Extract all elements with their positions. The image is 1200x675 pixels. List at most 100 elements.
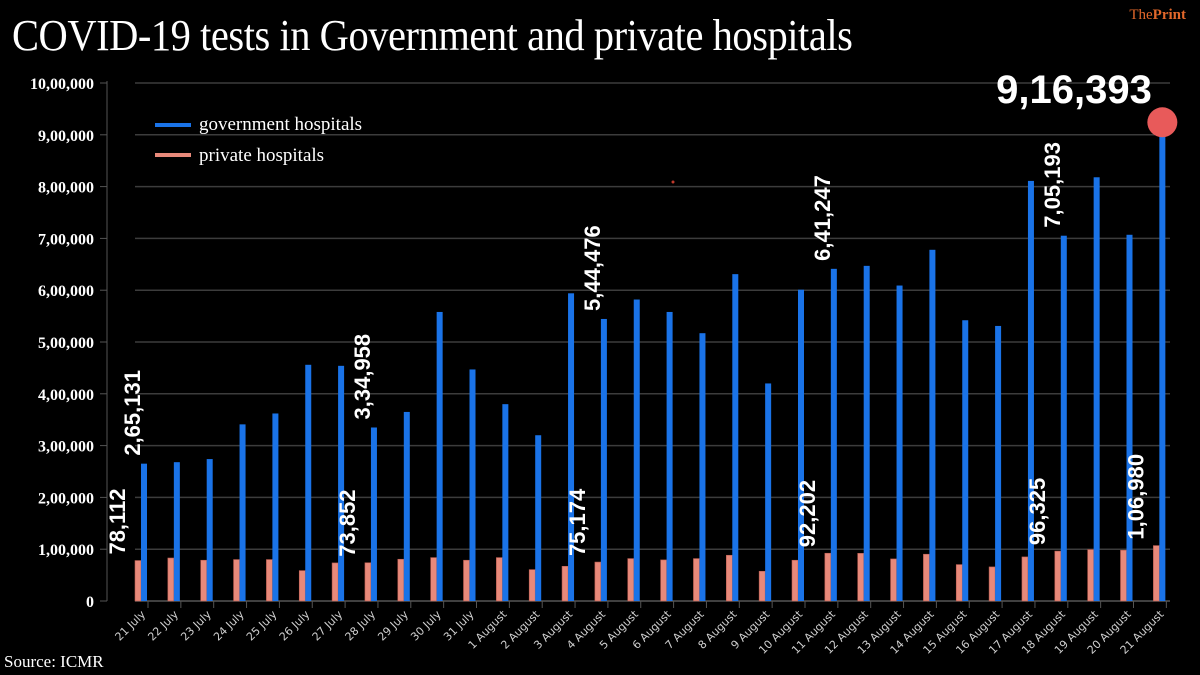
y-tick-label: 1,00,000 [38,542,94,559]
bar-private [397,558,405,602]
bar-private [890,558,897,602]
data-label: 5,44,476 [580,225,605,311]
bar-government [502,404,509,601]
bar-private [725,554,733,602]
x-tick-label: 30 July [408,608,444,644]
brand-logo: ThePrint [1129,7,1186,24]
y-tick-label: 5,00,000 [38,335,94,352]
y-tick-label: 9,00,000 [38,128,94,145]
bar-private [594,561,602,602]
legend-label-government: government hospitals [199,114,362,135]
highlight-label: 9,16,393 [996,68,1152,112]
y-tick-label: 6,00,000 [38,283,94,300]
bar-government [666,311,673,601]
data-label: 3,34,958 [350,334,375,420]
bar-private [496,557,503,602]
bar-private [331,562,339,602]
data-label: 92,202 [795,480,820,547]
bar-private [791,559,799,602]
bar-private [758,570,766,602]
bar-government [469,369,476,601]
bar-government [1060,235,1067,601]
bar-private [167,557,175,602]
y-tick-label: 4,00,000 [38,387,94,404]
bar-government [1027,180,1034,602]
data-label: 73,852 [335,489,360,556]
x-tick-label: 23 July [178,608,214,644]
bar-private [364,562,372,602]
bar-government [568,293,575,601]
bar-private [988,566,996,602]
y-tick-label: 7,00,000 [38,231,94,248]
bar-government [830,268,837,601]
bar-government [436,311,443,601]
y-tick-label: 3,00,000 [38,439,94,456]
bar-government [370,427,377,601]
x-tick-label: 27 July [310,608,346,644]
data-label: 1,06,980 [1123,454,1148,540]
bar-private [528,569,536,602]
bar-government [699,333,706,601]
bar-private [266,559,273,602]
bar-private [1054,550,1062,602]
bar-government [338,365,345,601]
bar-private [463,559,470,602]
stray-dot [671,180,675,184]
chart-title: COVID-19 tests in Government and private… [12,11,853,60]
bar-government [765,383,772,601]
x-tick-label: 21 July [113,608,149,644]
legend: government hospitals private hospitals [155,114,362,166]
y-axis: 0 1,00,000 2,00,000 3,00,000 4,00,000 5,00,00… [30,76,108,611]
source-note: Source: ICMR [4,652,104,671]
bar-government [896,285,903,601]
x-tick-label: 26 July [277,608,313,644]
bar-government [272,413,279,601]
bar-private [1120,549,1127,602]
legend-label-private: private hospitals [199,145,324,166]
bar-government [305,364,312,601]
bar-government [863,265,870,601]
brand-logo-light: The [1129,7,1153,23]
bar-government [239,424,246,601]
y-tick-label: 2,00,000 [38,490,94,507]
x-tick-label: 28 July [343,608,379,644]
bar-private [1153,545,1160,602]
data-labels: 78,112 2,65,131 73,852 3,34,958 75,174 5,44,4… [105,68,1178,557]
x-tick-label: 22 July [145,608,181,644]
bar-private [627,558,635,602]
bar-private [923,553,930,602]
bar-government [1159,126,1166,602]
x-tick-label: 29 July [375,608,411,644]
bar-government [798,289,804,601]
bar-government [403,411,410,601]
bar-government [600,318,607,601]
bar-private [1087,549,1094,602]
bar-government [141,463,147,601]
bar-private [200,559,207,602]
bar-government [962,320,969,601]
y-tick-label: 8,00,000 [38,180,94,197]
data-label: 7,05,193 [1040,142,1065,228]
highlight-marker [1147,107,1178,138]
bar-government [535,435,542,601]
bar-government [929,249,936,601]
bar-private [660,559,667,602]
bar-private [233,559,240,602]
bar-government [173,462,180,601]
y-tick-label: 0 [86,594,94,611]
bar-private [298,570,306,602]
bar-private [824,552,832,602]
y-tick-label: 10,00,000 [30,76,94,93]
bar-private [134,560,142,602]
bar-government [206,459,213,601]
x-tick-label: 25 July [244,608,280,644]
data-label: 75,174 [565,488,590,556]
bar-private [561,565,569,602]
bar-private [1021,556,1029,602]
data-label: 96,325 [1025,478,1050,545]
data-label: 78,112 [105,488,130,554]
data-label: 2,65,131 [120,370,145,456]
brand-logo-bold: Print [1152,7,1186,23]
